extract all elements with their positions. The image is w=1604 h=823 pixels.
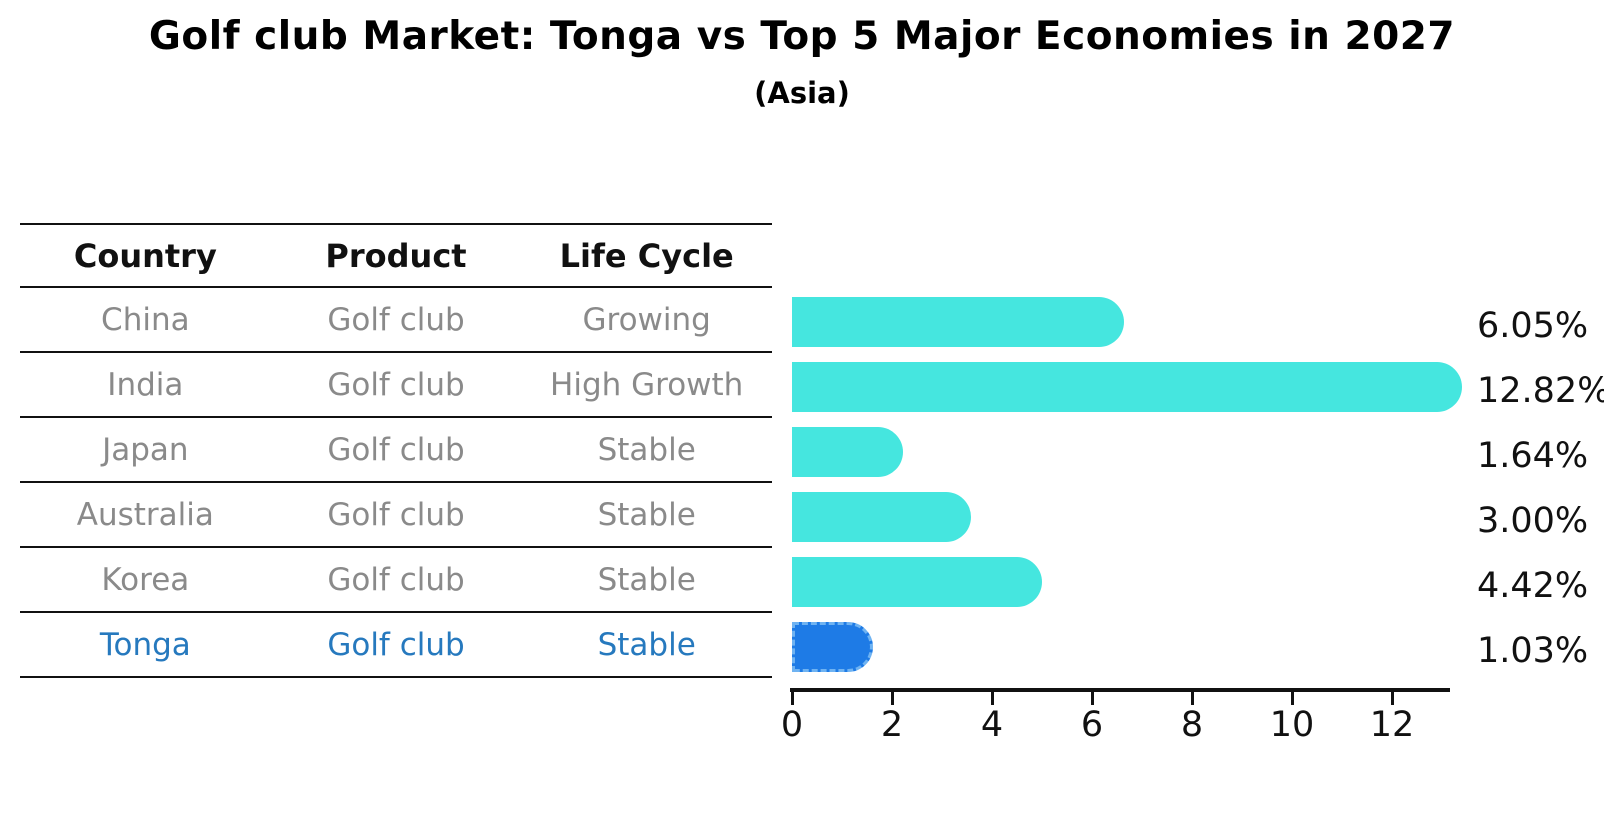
x-axis-tick-label: 12 [1369, 705, 1415, 745]
x-axis-tick-label: 0 [780, 705, 804, 745]
value-labels: 6.05% 12.82% 1.64% 3.00% 4.42% 1.03% [1477, 288, 1604, 678]
x-axis-line [790, 688, 1450, 692]
table-row-china: China Golf club Growing [20, 288, 772, 353]
bar-chart-plot-area [792, 288, 1512, 678]
bar-korea [792, 557, 1042, 607]
x-axis-tick-label: 8 [1180, 705, 1204, 745]
value-label-korea: 4.42% [1477, 565, 1589, 606]
cell-life-cycle: Stable [597, 626, 696, 663]
table-row-tonga: Tonga Golf club Stable [20, 613, 772, 678]
x-axis-tick-label: 6 [1080, 705, 1104, 745]
x-axis-tick [890, 692, 894, 705]
column-header-country: Country [73, 236, 217, 275]
cell-life-cycle: Stable [597, 561, 696, 598]
cell-product: Golf club [327, 561, 465, 598]
bar-row-japan [792, 418, 1512, 483]
bar-japan [792, 427, 903, 477]
x-axis-tick-label: 2 [880, 705, 904, 745]
cell-country: India [107, 366, 184, 403]
cell-country: Australia [76, 496, 214, 533]
table-header-row: Country Product Life Cycle [20, 223, 772, 288]
x-axis-tick [1090, 692, 1094, 705]
x-axis-tick [1290, 692, 1294, 705]
table-row-australia: Australia Golf club Stable [20, 483, 772, 548]
cell-country: China [101, 301, 190, 338]
page-title: Golf club Market: Tonga vs Top 5 Major E… [148, 14, 1456, 59]
value-label-tonga: 1.03% [1477, 630, 1589, 671]
bar-tonga [792, 622, 873, 672]
table-row-japan: Japan Golf club Stable [20, 418, 772, 483]
cell-country: Tonga [99, 626, 191, 663]
cell-product: Golf club [327, 626, 465, 663]
bar-india [792, 362, 1462, 412]
x-axis-tick [990, 692, 994, 705]
cell-life-cycle: Stable [597, 496, 696, 533]
country-product-table: Country Product Life Cycle China Golf cl… [20, 223, 772, 678]
table-row-india: India Golf club High Growth [20, 353, 772, 418]
page-subtitle: (Asia) [754, 76, 850, 110]
bar-row-tonga [792, 613, 1512, 678]
cell-life-cycle: High Growth [550, 366, 744, 403]
column-header-product: Product [325, 236, 467, 275]
value-label-china: 6.05% [1477, 305, 1589, 346]
x-axis-tick [790, 692, 794, 705]
bar-row-india [792, 353, 1512, 418]
cell-life-cycle: Stable [597, 431, 696, 468]
value-label-india: 12.82% [1477, 370, 1604, 411]
x-axis-tick [1190, 692, 1194, 705]
bar-row-australia [792, 483, 1512, 548]
value-label-australia: 3.00% [1477, 500, 1589, 541]
x-axis-tick-label: 10 [1269, 705, 1315, 745]
bar-row-china [792, 288, 1512, 353]
table-row-korea: Korea Golf club Stable [20, 548, 772, 613]
bar-row-korea [792, 548, 1512, 613]
cell-product: Golf club [327, 496, 465, 533]
cell-product: Golf club [327, 366, 465, 403]
cell-product: Golf club [327, 301, 465, 338]
x-axis-tick-label: 4 [980, 705, 1004, 745]
cell-product: Golf club [327, 431, 465, 468]
cell-country: Korea [101, 561, 190, 598]
bar-australia [792, 492, 971, 542]
column-header-life-cycle: Life Cycle [559, 236, 734, 275]
x-axis-tick [1390, 692, 1394, 705]
cell-life-cycle: Growing [582, 301, 711, 338]
bar-china [792, 297, 1124, 347]
cell-country: Japan [102, 431, 189, 468]
value-label-japan: 1.64% [1477, 435, 1589, 476]
